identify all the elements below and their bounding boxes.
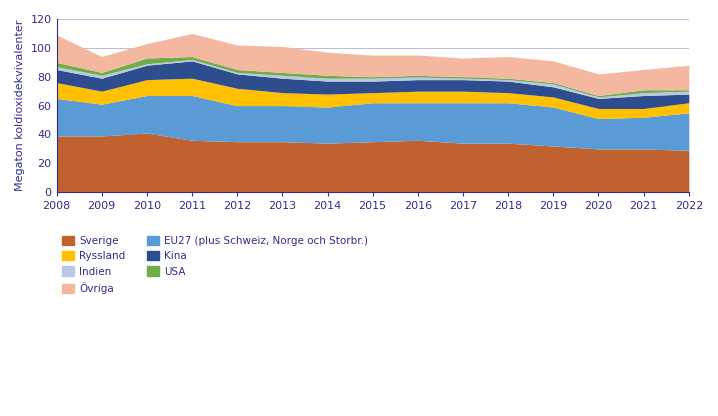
Legend: Sverige, Ryssland, Indien, Övriga, EU27 (plus Schweiz, Norge och Storbr.), Kina,: Sverige, Ryssland, Indien, Övriga, EU27 … (62, 235, 368, 294)
Y-axis label: Megaton koldioxidekvivalenter: Megaton koldioxidekvivalenter (15, 20, 25, 191)
